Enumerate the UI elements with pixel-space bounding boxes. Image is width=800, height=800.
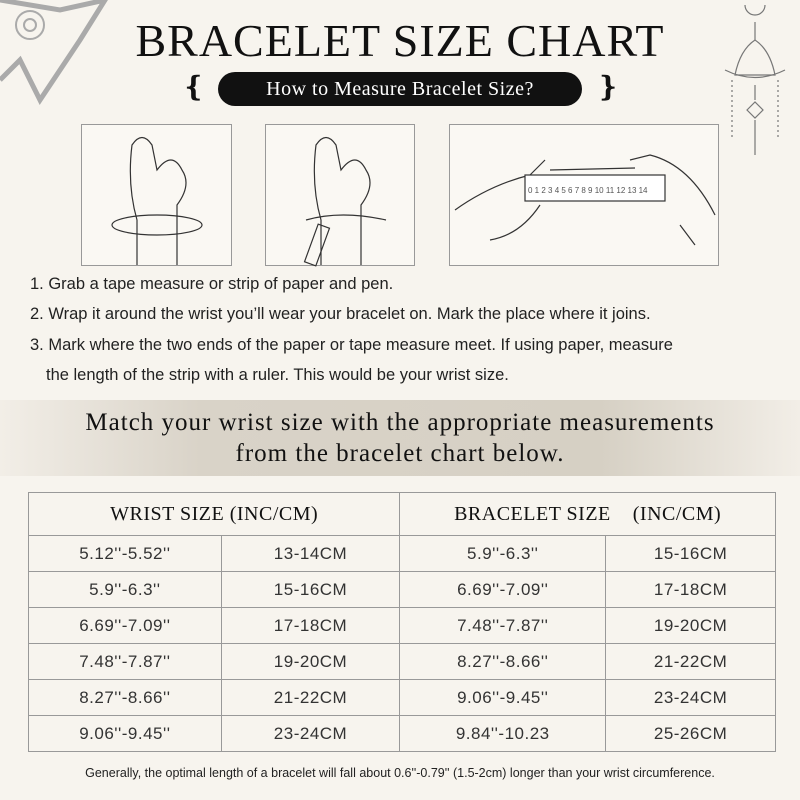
step-2: 2. Wrap it around the wrist you’ll wear … xyxy=(30,305,651,323)
table-cell: 25-26CM xyxy=(605,715,776,752)
table-cell: 15-16CM xyxy=(220,571,401,608)
table-row: 9.06''-9.45'' 23-24CM 9.84''-10.23 25-26CM xyxy=(28,715,776,752)
illustration-ruler: 0 1 2 3 4 5 6 7 8 9 10 11 12 13 14 xyxy=(449,124,719,266)
step-1: 1. Grab a tape measure or strip of paper… xyxy=(30,275,394,293)
table-cell: 8.27''-8.66'' xyxy=(28,679,222,716)
right-flourish-icon: ❵ xyxy=(596,70,620,103)
table-cell: 9.84''-10.23 xyxy=(399,715,607,752)
table-cell: 9.06''-9.45'' xyxy=(399,679,607,716)
wrist-size-header: WRIST SIZE (INC/CM) xyxy=(27,492,401,536)
lotus-decoration-icon xyxy=(724,4,786,155)
table-cell: 9.06''-9.45'' xyxy=(28,715,222,752)
table-cell: 6.69''-7.09'' xyxy=(399,571,607,608)
table-cell: 21-22CM xyxy=(605,643,776,680)
ruler-numbers: 0 1 2 3 4 5 6 7 8 9 10 11 12 13 14 xyxy=(528,186,648,195)
table-cell: 17-18CM xyxy=(605,571,776,608)
table-row: 8.27''-8.66'' 21-22CM 9.06''-9.45'' 23-24CM xyxy=(28,679,776,716)
table-cell: 7.48''-7.87'' xyxy=(399,607,607,644)
illustration-mark-pen xyxy=(265,124,415,267)
table-cell: 19-20CM xyxy=(220,643,401,680)
footer-note: Generally, the optimal length of a brace… xyxy=(85,766,715,780)
table-cell: 8.27''-8.66'' xyxy=(399,643,607,680)
table-cell: 15-16CM xyxy=(605,535,776,572)
table-row: 5.9''-6.3'' 15-16CM 6.69''-7.09'' 17-18CM xyxy=(28,571,776,608)
table-cell: 5.12''-5.52'' xyxy=(28,535,222,572)
table-row: 5.12''-5.52'' 13-14CM 5.9''-6.3'' 15-16CM xyxy=(28,535,776,572)
table-cell: 21-22CM xyxy=(220,679,401,716)
illustration-wrap-tape xyxy=(81,124,232,266)
section-title-pill: How to Measure Bracelet Size? xyxy=(218,72,582,106)
table-cell: 23-24CM xyxy=(605,679,776,716)
table-cell: 5.9''-6.3'' xyxy=(399,535,607,572)
hand-pen-icon xyxy=(303,136,387,267)
instruction-band: Match your wrist size with the appropria… xyxy=(0,400,800,476)
table-row: 6.69''-7.09'' 17-18CM 7.48''-7.87'' 19-20CM xyxy=(28,607,776,644)
mandala-decoration-icon xyxy=(0,0,108,105)
table-row: 7.48''-7.87'' 19-20CM 8.27''-8.66'' 21-22CM xyxy=(28,643,776,680)
band-line-2: from the bracelet chart below. xyxy=(235,440,565,467)
table-cell: 23-24CM xyxy=(220,715,401,752)
band-line-1: Match your wrist size with the appropria… xyxy=(85,409,715,436)
hand-tape-icon xyxy=(111,136,203,265)
size-table: WRIST SIZE (INC/CM) BRACELET SIZE (INC/C… xyxy=(27,492,776,752)
ruler-hands-icon: 0 1 2 3 4 5 6 7 8 9 10 11 12 13 14 xyxy=(454,154,716,246)
step-3-cont: the length of the strip with a ruler. Th… xyxy=(46,366,509,384)
bracelet-size-header: BRACELET SIZE (INC/CM) xyxy=(399,492,776,536)
left-flourish-icon: ❴ xyxy=(182,70,206,103)
table-cell: 5.9''-6.3'' xyxy=(28,571,222,608)
table-cell: 19-20CM xyxy=(605,607,776,644)
table-cell: 7.48''-7.87'' xyxy=(28,643,222,680)
table-cell: 6.69''-7.09'' xyxy=(28,607,222,644)
table-cell: 17-18CM xyxy=(220,607,401,644)
table-cell: 13-14CM xyxy=(220,535,401,572)
step-3: 3. Mark where the two ends of the paper … xyxy=(30,336,673,354)
page-title: BRACELET SIZE CHART xyxy=(135,15,665,66)
table-header-row: WRIST SIZE (INC/CM) BRACELET SIZE (INC/C… xyxy=(27,492,776,536)
